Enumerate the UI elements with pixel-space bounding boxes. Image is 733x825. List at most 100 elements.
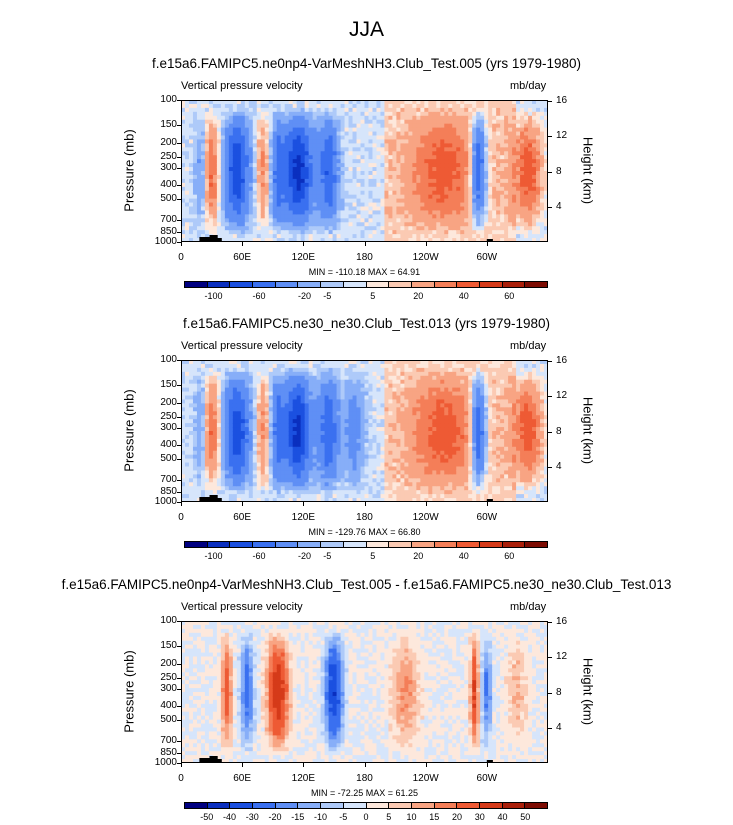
panel2-cell	[224, 474, 230, 479]
panel1-cell	[472, 103, 477, 109]
panel1-cell	[420, 155, 425, 160]
panel1-cell	[388, 167, 394, 172]
panel1-cell	[340, 171, 346, 176]
panel1-cell	[276, 103, 282, 109]
panel2-cell	[232, 391, 238, 397]
panel1-cell	[544, 222, 548, 227]
panel1-cell	[260, 143, 266, 148]
panel1-cell	[240, 194, 246, 200]
panel1-cell	[188, 178, 194, 184]
panel2-cell	[200, 415, 206, 420]
panel2-cell	[336, 403, 342, 408]
panel2-cell	[324, 360, 330, 365]
panel1-cell	[488, 202, 493, 208]
panel1-cell	[520, 100, 525, 105]
panel1-cell	[236, 151, 242, 156]
panel2-cell	[272, 427, 278, 432]
panel1-cell	[224, 131, 230, 137]
panel2-cell	[196, 367, 202, 373]
panel2-cell	[312, 454, 318, 460]
panel2-cell	[192, 470, 198, 475]
panel1-cell	[204, 107, 210, 113]
panel1-cell	[264, 218, 270, 223]
panel2-cell	[244, 474, 250, 479]
panel1-cell	[348, 147, 354, 152]
panel1-cell	[444, 135, 449, 141]
panel1-cell	[428, 151, 433, 156]
panel2-cell	[224, 363, 230, 369]
panel1-cell	[488, 182, 493, 188]
panel1-cell	[340, 226, 346, 231]
panel2-cell	[264, 466, 270, 472]
panel1-cell	[356, 238, 362, 242]
panel1-cell	[352, 147, 358, 152]
panel1-cell	[236, 194, 242, 200]
panel1-cell	[392, 230, 398, 235]
panel2-cell	[252, 427, 258, 432]
panel1-cell	[516, 202, 521, 208]
panel1-cell	[520, 214, 525, 219]
panel2-cell	[352, 482, 358, 487]
panel1-cell	[448, 123, 453, 129]
panel2-cell	[324, 379, 330, 385]
panel2-cell	[340, 379, 346, 385]
panel1-cell	[412, 178, 417, 184]
panel2-cell	[196, 434, 202, 440]
panel2-cell	[196, 371, 202, 377]
panel2-cell	[196, 458, 202, 464]
panel2-cell	[348, 466, 354, 472]
panel2-cell	[260, 360, 266, 365]
panel2-cell	[296, 387, 302, 393]
panel1-cell	[284, 111, 290, 117]
panel1-cell	[528, 218, 533, 223]
panel1-cell	[296, 100, 302, 105]
panel2-cell	[252, 403, 258, 408]
panel1-cell	[364, 135, 370, 141]
panel2-cell	[181, 438, 186, 444]
panel1-cell	[376, 194, 382, 200]
panel1-cell	[448, 238, 453, 242]
panel1-cell	[332, 238, 338, 242]
panel1-cell	[308, 147, 314, 152]
panel1-cell	[284, 206, 290, 212]
panel1-cell	[284, 202, 290, 208]
panel1-cell	[340, 127, 346, 133]
panel2-cell	[181, 478, 186, 483]
panel1-cell	[480, 182, 485, 188]
panel1-cell	[520, 190, 525, 196]
panel1-cell	[220, 198, 226, 204]
panel1-cell	[312, 218, 318, 223]
panel1-cell	[476, 202, 481, 208]
panel1-colorbar-swatch	[525, 282, 547, 287]
panel1-cell	[220, 206, 226, 212]
panel1-cell	[296, 194, 302, 200]
panel1-cell	[480, 186, 485, 192]
panel2-cell	[292, 379, 298, 385]
panel1-cell	[368, 202, 374, 208]
panel1-cell	[240, 222, 246, 227]
panel1-cell	[536, 103, 541, 109]
panel1-cell	[376, 214, 382, 219]
panel2-cell	[328, 494, 334, 499]
panel1-cell	[448, 143, 453, 148]
panel1-cell	[516, 151, 521, 156]
panel1-cell	[496, 222, 501, 227]
panel1-cell	[420, 139, 425, 144]
panel1-cell	[480, 151, 485, 156]
panel2-cell	[308, 363, 314, 369]
panel1-cell	[240, 155, 246, 160]
panel1-cell	[336, 171, 342, 176]
panel1-cell	[528, 131, 533, 137]
panel1-cell	[528, 115, 533, 121]
panel1-cell	[388, 226, 394, 231]
panel1-cell	[272, 182, 278, 188]
panel1-cell	[388, 190, 394, 196]
panel2-cell	[288, 462, 294, 468]
panel1-cell	[340, 182, 346, 188]
panel1-cell	[428, 159, 433, 164]
panel2-cell	[184, 490, 190, 495]
panel2-cell	[308, 387, 314, 393]
panel1-cell	[192, 131, 198, 137]
panel1-cell	[436, 167, 441, 172]
panel1-cell	[356, 178, 362, 184]
